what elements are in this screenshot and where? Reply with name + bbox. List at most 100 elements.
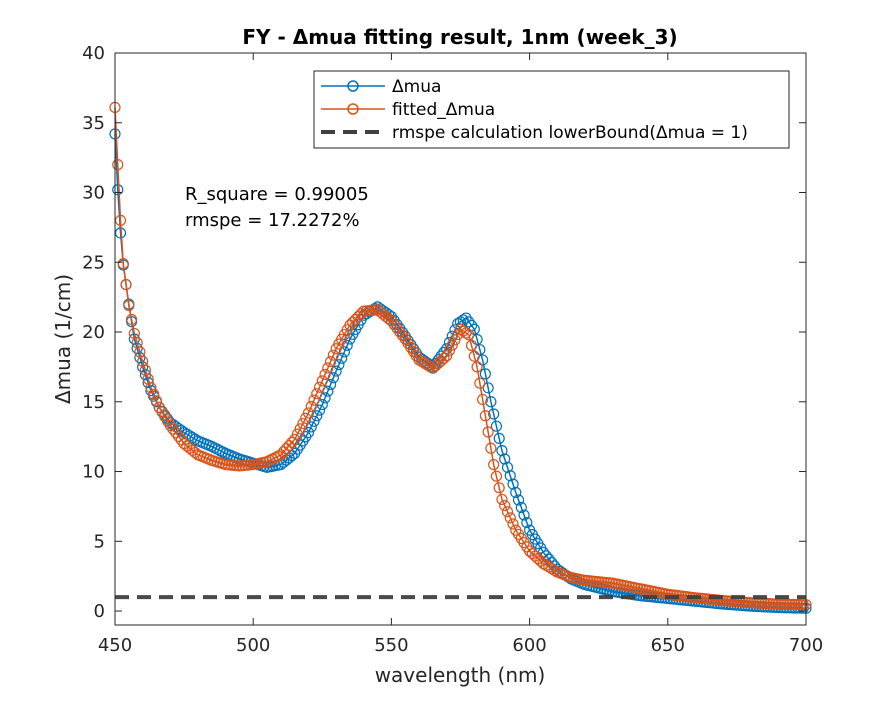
data-point	[452, 328, 464, 341]
data-point	[518, 509, 530, 521]
data-point	[501, 506, 514, 518]
data-point	[493, 432, 505, 444]
data-point	[319, 368, 331, 381]
data-point	[145, 382, 157, 394]
data-point	[441, 350, 453, 362]
data-point	[507, 478, 519, 490]
data-point	[311, 388, 323, 400]
x-axis-label: wavelength (nm)	[375, 663, 546, 687]
data-point	[178, 426, 190, 439]
data-point	[327, 349, 339, 361]
data-point	[537, 558, 550, 570]
data-point	[482, 426, 494, 438]
data-point	[167, 423, 179, 435]
data-point	[114, 214, 127, 227]
y-tick-label: 30	[82, 183, 105, 204]
data-point	[512, 494, 525, 506]
y-tick-label: 10	[82, 462, 105, 483]
chart-title: FY - Δmua fitting result, 1nm (week_3)	[242, 25, 677, 49]
data-point	[786, 598, 798, 611]
data-point	[471, 333, 483, 346]
data-point	[396, 329, 409, 341]
data-point	[457, 325, 469, 337]
data-point	[413, 354, 425, 366]
data-point	[316, 375, 328, 387]
data-point	[308, 394, 320, 406]
x-tick-label: 600	[512, 635, 546, 656]
data-point	[789, 598, 801, 611]
data-point	[504, 470, 516, 482]
data-point	[341, 339, 353, 352]
data-point	[474, 377, 486, 389]
data-point	[479, 410, 491, 422]
data-point	[496, 493, 508, 506]
data-point	[515, 501, 527, 514]
legend: Δmua fitted_Δmua rmspe calculation lower…	[313, 70, 790, 149]
data-point	[797, 599, 809, 611]
y-axis-label: Δmua (1/cm)	[51, 274, 75, 404]
data-point	[275, 449, 287, 461]
legend-marker-fitted	[347, 103, 359, 115]
data-point	[468, 350, 480, 362]
data-point	[311, 410, 323, 422]
data-point	[499, 453, 511, 465]
data-point	[416, 356, 428, 368]
y-tick-label: 40	[82, 43, 105, 64]
data-point	[300, 412, 312, 424]
data-point	[385, 315, 397, 327]
data-point	[794, 599, 807, 611]
data-point	[322, 362, 334, 374]
data-point	[125, 313, 138, 326]
legend-item-dmua: Δmua	[321, 77, 441, 97]
data-point	[477, 393, 489, 406]
data-point	[278, 446, 290, 458]
data-point	[291, 428, 304, 440]
data-point	[490, 420, 503, 432]
data-point	[421, 359, 433, 371]
data-point	[488, 458, 500, 471]
data-point	[510, 486, 522, 499]
data-point	[460, 312, 472, 324]
data-point	[305, 400, 317, 413]
data-point	[150, 395, 163, 407]
data-point	[493, 482, 505, 494]
y-tick-label: 20	[82, 322, 105, 343]
data-point	[324, 356, 337, 368]
data-point	[775, 598, 787, 610]
data-point	[465, 339, 478, 352]
legend-box	[313, 70, 790, 149]
data-point	[778, 598, 790, 610]
x-tick-label: 700	[789, 635, 823, 656]
data-point	[112, 184, 124, 196]
annotation-rmspe: rmspe = 17.2272%	[185, 210, 360, 231]
data-point	[543, 561, 555, 573]
data-point	[471, 361, 483, 373]
data-point	[761, 597, 773, 610]
x-tick-label: 550	[374, 635, 408, 656]
data-point	[452, 318, 464, 330]
legend-item-lowerbound: rmspe calculation lowerBound(Δmua = 1)	[321, 123, 748, 143]
plot-frame	[114, 52, 807, 626]
data-point	[297, 417, 309, 430]
data-point	[490, 470, 503, 482]
annotation-r-square: R_square = 0.99005	[185, 184, 369, 205]
data-point	[454, 323, 467, 335]
y-tick-label: 5	[94, 531, 105, 552]
data-point	[463, 316, 475, 328]
x-tick-label: 650	[651, 635, 685, 656]
data-point	[460, 327, 472, 339]
data-point	[112, 159, 124, 171]
data-point	[164, 419, 176, 432]
data-point	[302, 407, 315, 419]
data-point	[164, 417, 176, 429]
data-point	[394, 326, 406, 338]
data-point	[313, 381, 326, 393]
data-point	[482, 382, 494, 394]
data-point	[289, 433, 301, 446]
data-point	[280, 443, 292, 455]
legend-marker-dmua	[347, 80, 359, 92]
data-point	[504, 512, 516, 524]
y-tick-label: 25	[82, 252, 105, 273]
data-point	[418, 357, 431, 369]
